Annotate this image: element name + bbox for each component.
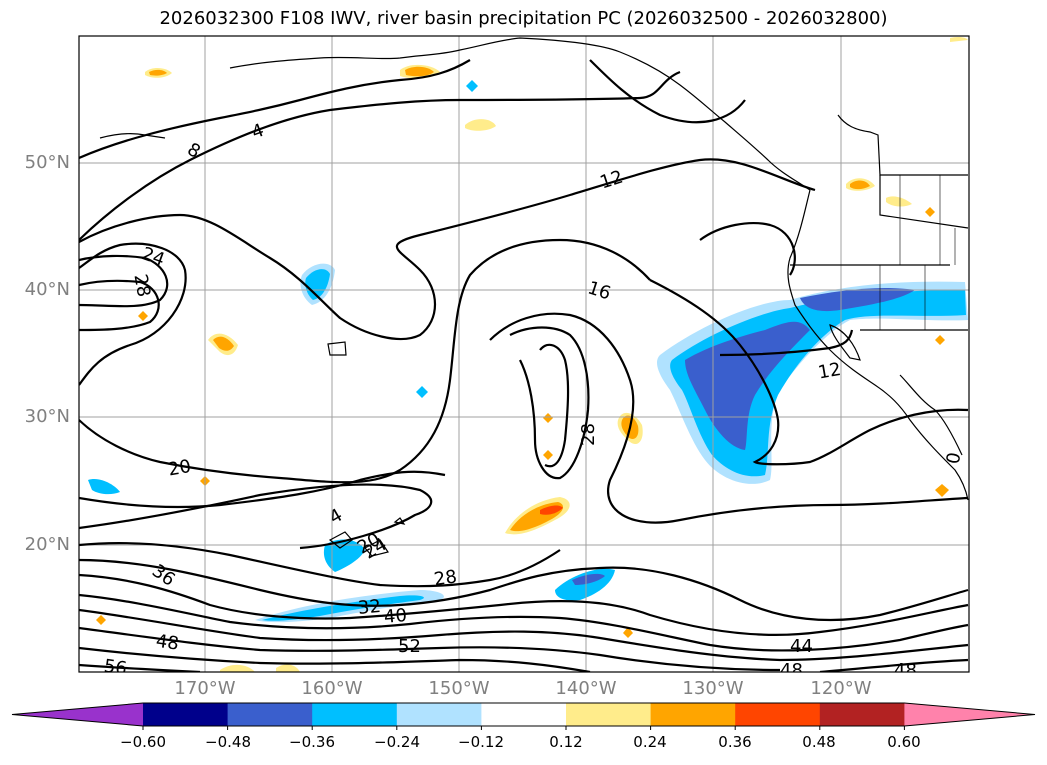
- colorbar-extend-min: [12, 703, 143, 726]
- lon-label: 170°W: [174, 678, 236, 699]
- colorbar-tick-label: 0.12: [549, 733, 583, 751]
- precip-positive-area: [276, 664, 300, 672]
- colorbar: [11, 702, 1036, 730]
- contour-label: 48: [780, 660, 803, 681]
- precip-positive-area: [405, 66, 434, 77]
- precip-positive-area: [935, 484, 949, 497]
- colorbar-tick-label: −0.60: [120, 733, 166, 751]
- precip-negative-area: [323, 539, 365, 572]
- precip-positive-area: [543, 450, 553, 460]
- precip-negative-area: [572, 573, 605, 585]
- colorbar-segment: [481, 703, 567, 726]
- precip-positive-area: [950, 36, 968, 42]
- colorbar-tick-label: −0.24: [374, 733, 420, 751]
- contour-label: 40: [383, 605, 408, 628]
- colorbar-segment: [566, 703, 652, 726]
- contour-label: 52: [398, 636, 421, 657]
- colorbar-tick-label: 0.48: [802, 733, 836, 751]
- precip-negative-area: [466, 80, 478, 92]
- precip-negative-area: [800, 287, 915, 312]
- precip-positive-area: [540, 505, 563, 515]
- lat-label: 20°N: [24, 534, 70, 555]
- map-frame: [78, 35, 970, 673]
- precip-positive-area: [96, 615, 106, 625]
- lon-label: 130°W: [682, 678, 744, 699]
- colorbar-tick-label: −0.36: [289, 733, 335, 751]
- colorbar-tick-label: −0.12: [458, 733, 504, 751]
- contour-label: 44: [790, 636, 813, 657]
- precip-positive-area: [220, 664, 255, 672]
- precip-positive-area: [886, 196, 912, 207]
- precip-positive-area: [850, 180, 870, 190]
- lon-label: 160°W: [301, 678, 363, 699]
- lat-label: 40°N: [24, 279, 70, 300]
- precip-positive-area: [149, 69, 167, 76]
- contour-label: 28: [433, 566, 459, 590]
- colorbar-segment: [143, 703, 229, 726]
- precip-negative-area: [416, 386, 428, 398]
- colorbar-segment: [227, 703, 313, 726]
- map-gridlines: [79, 36, 969, 672]
- contour-label: 48: [155, 631, 181, 655]
- precip-negative-area: [305, 269, 330, 300]
- colorbar-tick-label: 0.36: [718, 733, 752, 751]
- precip-negative-area: [262, 595, 424, 621]
- contour-label: 32: [357, 596, 382, 619]
- colorbar-tick-label: 0.24: [633, 733, 667, 751]
- colorbar-segment: [312, 703, 398, 726]
- contour-label: 56: [103, 656, 129, 680]
- precip-positive-area: [935, 335, 945, 345]
- precip-negative-area: [88, 479, 120, 495]
- lon-label: 150°W: [428, 678, 490, 699]
- colorbar-segment: [735, 703, 821, 726]
- lon-label: 120°W: [810, 678, 872, 699]
- chart-title: 2026032300 F108 IWV, river basin precipi…: [159, 8, 888, 29]
- colorbar-tick-label: 0.60: [887, 733, 921, 751]
- contour-label: 28: [129, 272, 154, 298]
- iwv-contours: [79, 59, 969, 672]
- lat-label: 50°N: [24, 152, 70, 173]
- precip-shading: [88, 36, 968, 672]
- contour-label: 48: [894, 660, 917, 681]
- map-plot-area: [79, 36, 969, 672]
- colorbar-segment: [650, 703, 736, 726]
- colorbar-segment: [819, 703, 905, 726]
- precip-positive-area: [543, 413, 553, 423]
- colorbar-tick-label: −0.48: [205, 733, 251, 751]
- precip-positive-area: [925, 207, 935, 217]
- precip-positive-area: [465, 119, 496, 131]
- state-borders: [879, 175, 956, 330]
- lon-label: 140°W: [555, 678, 617, 699]
- contour-label: 0: [943, 451, 966, 466]
- lat-label: 30°N: [24, 406, 70, 427]
- contour-label: 12: [816, 359, 842, 384]
- colorbar-segment: [396, 703, 482, 726]
- precip-positive-area: [623, 627, 633, 638]
- contour-label: 20: [166, 456, 192, 481]
- precip-positive-area: [213, 336, 234, 351]
- contour-label: 28: [578, 423, 599, 446]
- precip-positive-area: [138, 311, 148, 321]
- colorbar-extend-max: [904, 703, 1035, 726]
